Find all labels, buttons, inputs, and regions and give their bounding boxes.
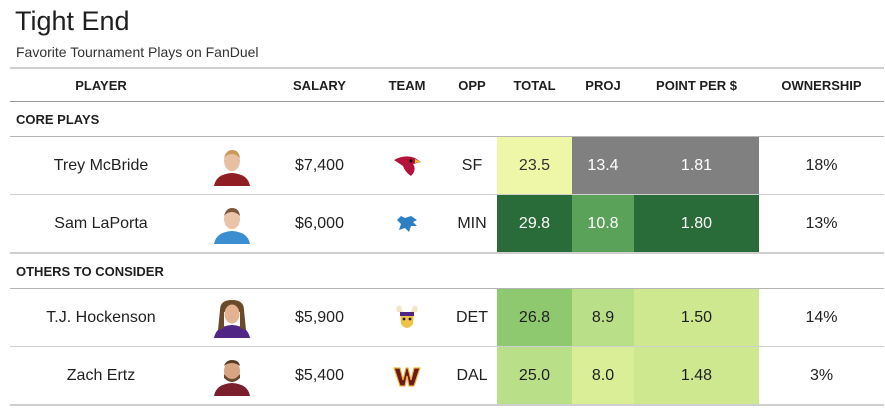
player-ppd: 1.80 — [634, 194, 759, 254]
cardinals-logo-icon — [394, 155, 421, 176]
col-header-proj[interactable]: PROJ — [572, 67, 634, 102]
player-name[interactable]: Sam LaPorta — [10, 194, 192, 254]
player-headshot — [192, 288, 272, 347]
table-row[interactable]: Trey McBride $7,400 SF 23.5 13.4 1.81 — [10, 136, 884, 195]
player-proj: 8.0 — [572, 346, 634, 406]
player-headshot — [192, 194, 272, 254]
table-row[interactable]: Sam LaPorta $6,000 MIN 29.8 10.8 1.80 13… — [10, 194, 884, 254]
col-header-headshot — [192, 67, 272, 102]
col-header-salary[interactable]: SALARY — [272, 67, 367, 102]
player-total: 25.0 — [497, 346, 572, 406]
player-headshot — [192, 346, 272, 406]
player-headshot-icon — [214, 299, 250, 338]
player-salary: $6,000 — [272, 194, 367, 254]
group-label: OTHERS TO CONSIDER — [10, 253, 884, 289]
header-row: PLAYER SALARY TEAM OPP TOTAL PROJ POINT … — [10, 67, 884, 102]
col-header-ownership[interactable]: OWNERSHIP — [759, 67, 884, 102]
group-label: CORE PLAYS — [10, 101, 884, 137]
player-ppd: 1.81 — [634, 136, 759, 195]
player-ownership: 18% — [759, 136, 884, 195]
player-ownership: 3% — [759, 346, 884, 406]
team-logo — [367, 194, 447, 254]
table-row[interactable]: Zach Ertz $5,400 DAL 25.0 8.0 1.48 3% — [10, 346, 884, 406]
player-salary: $5,900 — [272, 288, 367, 347]
player-opp: MIN — [447, 194, 497, 254]
player-name[interactable]: Trey McBride — [10, 136, 192, 195]
page-title: Tight End — [15, 6, 130, 36]
tight-end-table: PLAYER SALARY TEAM OPP TOTAL PROJ POINT … — [10, 67, 884, 406]
lions-logo-icon — [397, 215, 417, 232]
col-header-ppd[interactable]: POINT PER $ — [634, 67, 759, 102]
commanders-logo-icon — [393, 366, 421, 387]
col-header-team[interactable]: TEAM — [367, 67, 447, 102]
group-row-others: OTHERS TO CONSIDER — [10, 253, 884, 289]
player-opp: DET — [447, 288, 497, 347]
player-opp: DAL — [447, 346, 497, 406]
team-logo — [367, 346, 447, 406]
player-salary: $5,400 — [272, 346, 367, 406]
player-total: 23.5 — [497, 136, 572, 195]
player-ownership: 13% — [759, 194, 884, 254]
player-headshot-icon — [214, 149, 250, 186]
player-total: 26.8 — [497, 288, 572, 347]
col-header-player[interactable]: PLAYER — [10, 67, 192, 102]
player-proj: 10.8 — [572, 194, 634, 254]
col-header-opp[interactable]: OPP — [447, 67, 497, 102]
player-opp: SF — [447, 136, 497, 195]
table-row[interactable]: T.J. Hockenson $5,900 DET — [10, 288, 884, 347]
team-logo — [367, 288, 447, 347]
group-row-core: CORE PLAYS — [10, 101, 884, 137]
player-total: 29.8 — [497, 194, 572, 254]
player-ppd: 1.50 — [634, 288, 759, 347]
vikings-logo-icon — [396, 305, 418, 328]
player-name[interactable]: T.J. Hockenson — [10, 288, 192, 347]
team-logo — [367, 136, 447, 195]
player-ppd: 1.48 — [634, 346, 759, 406]
player-headshot — [192, 136, 272, 195]
player-salary: $7,400 — [272, 136, 367, 195]
player-proj: 8.9 — [572, 288, 634, 347]
player-ownership: 14% — [759, 288, 884, 347]
page-subtitle: Favorite Tournament Plays on FanDuel — [16, 44, 259, 60]
player-headshot-icon — [214, 359, 250, 396]
player-proj: 13.4 — [572, 136, 634, 195]
player-headshot-icon — [214, 207, 250, 244]
player-name[interactable]: Zach Ertz — [10, 346, 192, 406]
col-header-total[interactable]: TOTAL — [497, 67, 572, 102]
